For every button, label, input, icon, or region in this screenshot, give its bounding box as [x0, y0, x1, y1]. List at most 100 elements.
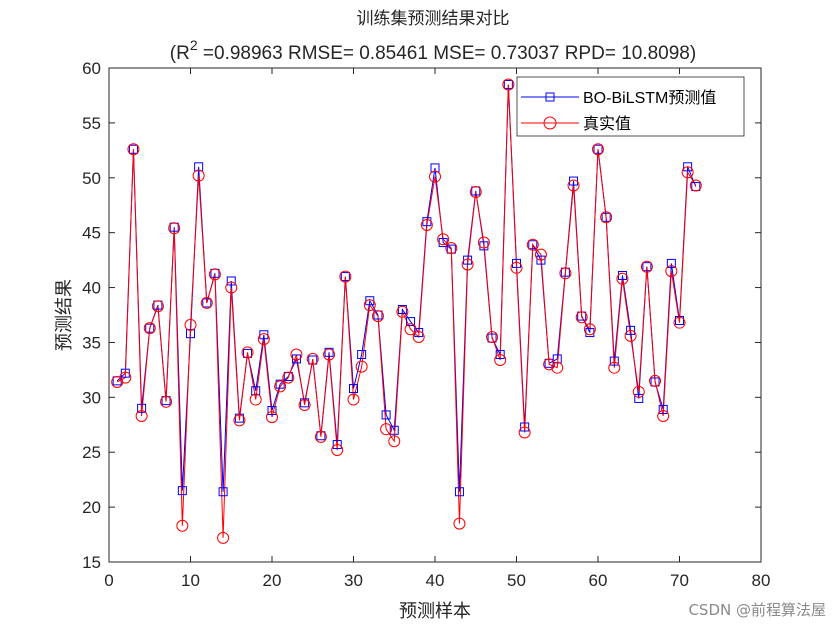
point-true	[616, 272, 629, 285]
y-tick-label: 55	[82, 114, 101, 133]
point-true	[347, 393, 360, 406]
point-true	[445, 242, 458, 255]
point-true	[420, 218, 433, 231]
point-pred	[202, 298, 212, 308]
x-tick-label: 40	[426, 571, 445, 590]
point-pred	[454, 487, 464, 497]
point-true	[494, 354, 507, 367]
point-true	[208, 268, 221, 281]
legend-label-pred: BO-BiLSTM预测值	[583, 89, 716, 107]
point-true	[396, 305, 409, 318]
point-pred	[642, 262, 652, 272]
point-true	[143, 322, 156, 335]
point-pred	[340, 272, 350, 282]
point-true	[673, 316, 686, 329]
point-true	[453, 517, 466, 530]
point-pred	[609, 356, 619, 366]
y-tick-label: 50	[82, 169, 101, 188]
point-pred	[226, 276, 236, 286]
chart-subtitle: (R2 =0.98963 RMSE= 0.85461 MSE= 0.73037 …	[170, 37, 696, 64]
point-true	[151, 300, 164, 313]
point-true	[225, 281, 238, 294]
point-true	[298, 399, 311, 412]
point-pred	[626, 325, 636, 335]
point-true	[323, 348, 336, 361]
point-pred	[520, 422, 530, 432]
point-true	[551, 361, 564, 374]
x-tick-label: 70	[670, 571, 689, 590]
y-tick-label: 45	[82, 224, 101, 243]
y-tick-label: 25	[82, 443, 101, 462]
point-true	[200, 296, 213, 309]
point-true	[135, 409, 148, 422]
point-true	[119, 371, 132, 384]
point-true	[404, 323, 417, 336]
point-pred	[300, 398, 310, 408]
point-true	[592, 143, 604, 156]
plot-area	[108, 67, 762, 563]
point-pred	[177, 486, 187, 496]
point-true	[274, 380, 287, 393]
point-true	[681, 166, 694, 179]
point-true	[534, 248, 547, 261]
point-true	[257, 333, 270, 346]
point-pred	[683, 162, 693, 172]
point-pred	[658, 404, 668, 414]
point-true	[559, 267, 572, 280]
point-pred	[218, 487, 228, 497]
chart-title: 训练集预测结果对比	[357, 9, 510, 29]
point-pred	[324, 347, 334, 357]
point-pred	[430, 163, 440, 173]
point-pred	[128, 144, 138, 154]
point-true	[241, 346, 254, 359]
point-pred	[267, 406, 277, 416]
point-true	[649, 374, 662, 387]
x-tick-label: 60	[589, 571, 608, 590]
point-true	[510, 261, 523, 274]
point-pred	[495, 350, 505, 360]
point-true	[184, 318, 197, 331]
point-true	[371, 310, 384, 323]
point-true	[624, 329, 637, 342]
y-tick-label: 15	[82, 553, 101, 572]
point-true	[469, 186, 482, 199]
point-true	[477, 236, 490, 249]
point-pred	[536, 255, 546, 265]
point-pred	[675, 315, 684, 325]
point-pred	[503, 79, 513, 89]
point-pred	[357, 350, 367, 360]
y-tick-label: 30	[82, 388, 101, 407]
point-pred	[381, 410, 391, 420]
point-pred	[251, 386, 261, 396]
point-true	[233, 414, 246, 427]
x-tick-label: 50	[507, 571, 526, 590]
point-true	[486, 330, 499, 343]
point-true	[217, 531, 230, 544]
point-true	[437, 233, 450, 246]
point-pred	[397, 305, 407, 315]
point-true	[306, 352, 319, 365]
point-true	[657, 409, 670, 422]
point-true	[689, 179, 702, 192]
x-axis: 0 10 20 30 40 50 60 70 80	[104, 68, 770, 590]
subtitle-prefix: (R	[170, 43, 190, 64]
legend-marker-true	[543, 116, 557, 130]
point-pred	[601, 212, 611, 222]
point-true	[168, 222, 181, 235]
legend-marker-pred	[545, 92, 555, 102]
point-true	[608, 361, 621, 374]
x-tick-label: 80	[752, 571, 771, 590]
point-true	[632, 385, 645, 398]
point-true	[567, 179, 580, 192]
y-tick-label: 40	[82, 279, 101, 298]
watermark: CSDN @前程算法屋	[688, 601, 826, 619]
point-true	[266, 411, 278, 424]
point-pred	[634, 393, 644, 403]
point-true	[388, 435, 401, 448]
point-true	[249, 393, 262, 406]
point-true	[192, 169, 205, 182]
point-true	[583, 323, 596, 336]
point-true	[176, 519, 189, 532]
point-pred	[186, 329, 195, 339]
